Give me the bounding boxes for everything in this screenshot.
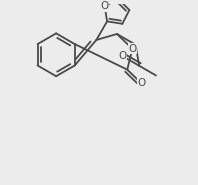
Text: O: O bbox=[118, 51, 127, 61]
Text: O: O bbox=[101, 1, 109, 11]
Text: O: O bbox=[128, 44, 137, 54]
Text: O: O bbox=[137, 78, 145, 88]
